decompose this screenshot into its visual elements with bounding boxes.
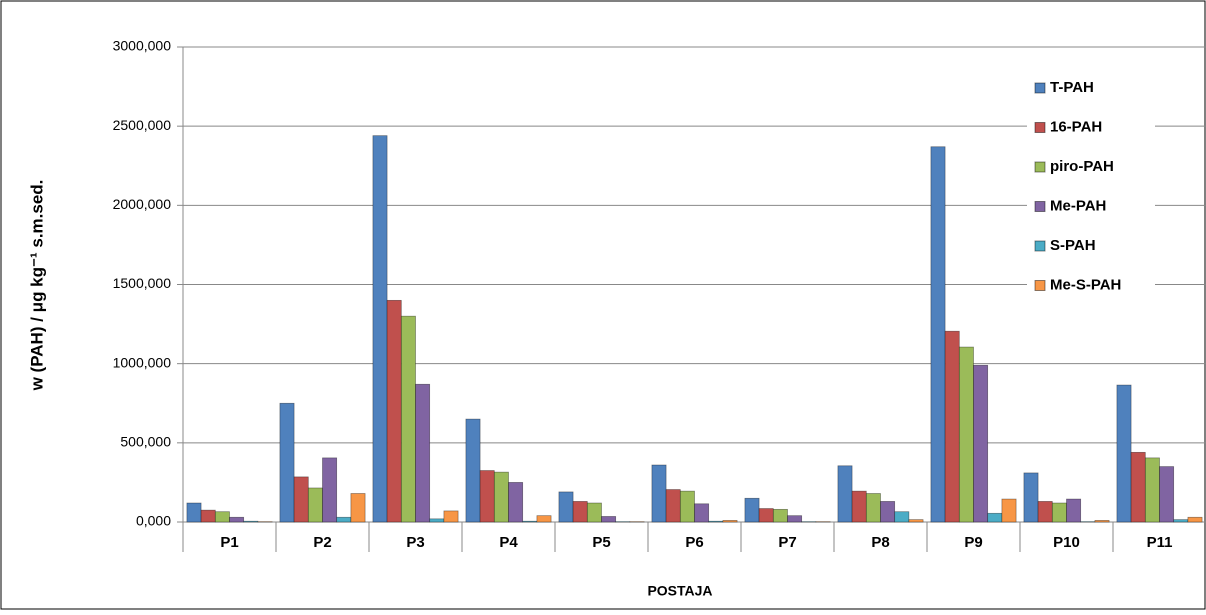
bar — [652, 465, 666, 522]
bar — [1117, 385, 1131, 522]
legend-swatch — [1035, 83, 1045, 93]
y-tick-label: 3000,000 — [113, 38, 172, 54]
legend-label: Me-S-PAH — [1050, 276, 1121, 293]
bar — [387, 300, 401, 522]
bar — [602, 516, 616, 522]
bar — [909, 520, 923, 522]
bar — [308, 488, 322, 522]
bar — [945, 331, 959, 522]
bar — [852, 491, 866, 522]
bar — [323, 458, 337, 522]
bar — [709, 521, 723, 522]
bar — [187, 503, 201, 522]
bar — [230, 517, 244, 522]
bar — [416, 384, 430, 522]
x-tick-label: P1 — [220, 534, 238, 551]
legend-label: 16-PAH — [1050, 118, 1102, 135]
bar — [1024, 473, 1038, 522]
x-tick-label: P10 — [1053, 534, 1080, 551]
bar — [1002, 499, 1016, 522]
bar — [401, 316, 415, 522]
y-tick-label: 1500,000 — [113, 275, 172, 291]
legend-swatch — [1035, 202, 1045, 212]
x-tick-label: P3 — [406, 534, 424, 551]
bar — [351, 494, 365, 523]
bar — [895, 512, 909, 522]
bar — [695, 504, 709, 522]
x-tick-label: P9 — [964, 534, 982, 551]
bar — [959, 347, 973, 522]
x-tick-label: P2 — [313, 534, 331, 551]
bar — [680, 491, 694, 522]
x-tick-label: P5 — [592, 534, 610, 551]
legend-label: piro-PAH — [1050, 158, 1114, 175]
legend-swatch — [1035, 123, 1045, 133]
bar — [838, 466, 852, 522]
y-tick-label: 1000,000 — [113, 354, 172, 370]
bar — [1067, 499, 1081, 522]
bar — [1160, 467, 1174, 522]
x-tick-label: P4 — [499, 534, 518, 551]
legend-label: Me-PAH — [1050, 197, 1106, 214]
bar — [480, 471, 494, 522]
y-tick-label: 500,000 — [120, 434, 171, 450]
bar — [881, 501, 895, 522]
y-tick-label: 2500,000 — [113, 117, 172, 133]
bar — [974, 365, 988, 522]
bar — [430, 519, 444, 522]
y-tick-label: 0,000 — [136, 513, 171, 529]
bar — [215, 512, 229, 522]
bar — [294, 477, 308, 522]
bar — [1052, 503, 1066, 522]
bar — [280, 403, 294, 522]
bar — [745, 498, 759, 522]
bar — [559, 492, 573, 522]
x-tick-label: P6 — [685, 534, 703, 551]
bar — [509, 482, 523, 522]
bar — [1095, 520, 1109, 522]
bar — [988, 513, 1002, 522]
bar — [931, 147, 945, 522]
bar — [866, 494, 880, 523]
bar — [1131, 452, 1145, 522]
bar — [587, 503, 601, 522]
bar — [666, 490, 680, 522]
bar — [1188, 517, 1202, 522]
legend-label: T-PAH — [1050, 79, 1094, 96]
bar — [1174, 520, 1188, 522]
legend-swatch — [1035, 162, 1045, 172]
bar — [494, 472, 508, 522]
bar — [444, 511, 458, 522]
bar — [723, 520, 737, 522]
bar — [337, 517, 351, 522]
legend-swatch — [1035, 241, 1045, 251]
bar — [773, 509, 787, 522]
bar — [1145, 458, 1159, 522]
bar — [1038, 501, 1052, 522]
bar — [466, 419, 480, 522]
legend-box — [1027, 68, 1155, 309]
x-axis-title: POSTAJA — [647, 583, 712, 599]
bar — [201, 510, 215, 522]
bar — [788, 516, 802, 522]
legend-label: S-PAH — [1050, 237, 1096, 254]
bar — [537, 516, 551, 522]
x-tick-label: P11 — [1147, 534, 1173, 551]
bar — [523, 521, 537, 522]
bar — [573, 501, 587, 522]
bar — [759, 509, 773, 522]
x-tick-label: P7 — [778, 534, 796, 551]
y-axis-title: w (PAH) / μg kg⁻¹ s.m.sed. — [27, 180, 46, 392]
bar — [373, 136, 387, 522]
bar — [244, 521, 258, 522]
legend-swatch — [1035, 281, 1045, 291]
x-tick-label: P8 — [871, 534, 889, 551]
y-tick-label: 2000,000 — [113, 196, 172, 212]
